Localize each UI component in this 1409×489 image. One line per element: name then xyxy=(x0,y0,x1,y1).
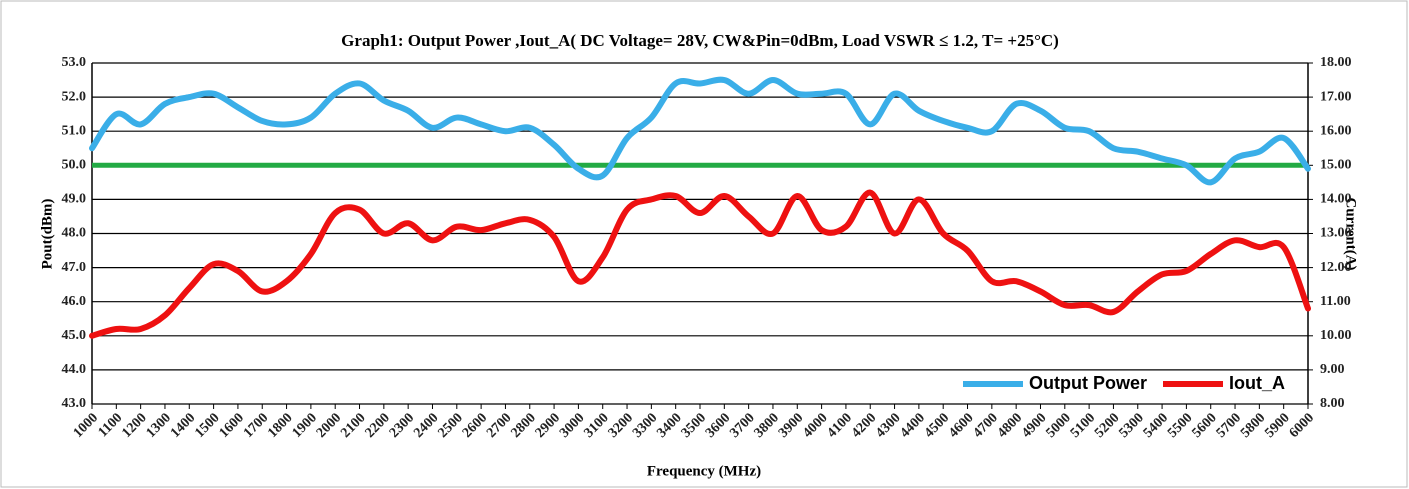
y2-tick-label: 16.00 xyxy=(1320,123,1352,138)
y-axis-title: Pout(dBm) xyxy=(39,199,55,270)
series-line xyxy=(89,76,1311,186)
y-tick-label: 47.0 xyxy=(62,260,87,275)
y2-axis-title: Current(A) xyxy=(1343,197,1359,270)
y-tick-label: 45.0 xyxy=(62,328,87,343)
y-tick-label: 51.0 xyxy=(62,123,87,138)
legend-label: Iout_A xyxy=(1229,373,1285,393)
y2-tick-label: 15.00 xyxy=(1320,158,1352,173)
y-tick-label: 53.0 xyxy=(62,55,87,70)
y2-tick-label: 13.00 xyxy=(1320,226,1352,241)
y-tick-label: 46.0 xyxy=(62,294,87,309)
y-tick-label: 52.0 xyxy=(62,89,87,104)
y-tick-label: 43.0 xyxy=(62,396,87,411)
y2-tick-label: 14.00 xyxy=(1320,192,1352,207)
y-tick-label: 44.0 xyxy=(62,362,87,377)
y2-tick-label: 17.00 xyxy=(1320,89,1352,104)
y2-tick-label: 11.00 xyxy=(1320,294,1351,309)
y-tick-label: 48.0 xyxy=(62,226,87,241)
legend-label: Output Power xyxy=(1029,373,1147,393)
chart-title: Graph1: Output Power ,Iout_A( DC Voltage… xyxy=(341,31,1059,50)
y-tick-label: 50.0 xyxy=(62,158,87,173)
y2-tick-label: 10.00 xyxy=(1320,328,1352,343)
y-tick-label: 49.0 xyxy=(62,192,87,207)
y2-tick-label: 12.00 xyxy=(1320,260,1352,275)
y2-tick-label: 8.00 xyxy=(1320,396,1345,411)
y2-tick-label: 18.00 xyxy=(1320,55,1352,70)
series-line xyxy=(89,189,1311,339)
x-axis-title: Frequency (MHz) xyxy=(647,463,761,479)
y2-tick-label: 9.00 xyxy=(1320,362,1345,377)
